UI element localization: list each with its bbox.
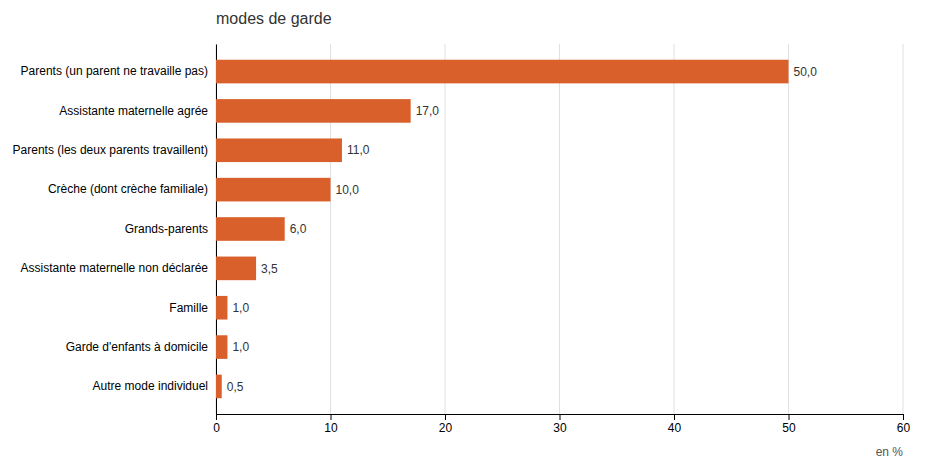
tick-label: Autre mode individuel xyxy=(93,379,208,393)
tick-mark xyxy=(674,414,675,420)
axis-title: en % xyxy=(876,445,904,459)
tick: 0 xyxy=(213,414,220,435)
grid-line xyxy=(788,44,789,414)
chart: 0 10 20 30 40 50 60 Autre mode individuel Garde … xyxy=(0,0,943,470)
tick-label: Assistante maternelle non déclarée xyxy=(21,261,209,275)
bar xyxy=(216,60,789,84)
tick: 40 xyxy=(668,414,682,435)
tick-label: 30 xyxy=(553,421,567,435)
tick: Parents (les deux parents travaillent) xyxy=(13,143,208,157)
data-label: 11,0 xyxy=(347,143,370,157)
tick-mark xyxy=(560,414,561,420)
title: modes de garde xyxy=(216,10,332,27)
grid xyxy=(216,44,903,414)
tick: 30 xyxy=(553,414,567,435)
tick: Crèche (dont crèche familiale) xyxy=(48,182,208,196)
tick: Parents (un parent ne travaille pas) xyxy=(21,64,208,78)
tick: Autre mode individuel xyxy=(93,379,208,393)
bar xyxy=(216,178,331,202)
tick-label: 10 xyxy=(324,421,338,435)
grid-line xyxy=(903,44,904,414)
tick-label: 40 xyxy=(668,421,682,435)
data-labels: 0,5 1,0 1,0 3,5 6,0 10,0 11,0 17,0 50,0 xyxy=(227,65,817,394)
data-label: 6,0 xyxy=(290,222,307,236)
tick-label: Famille xyxy=(169,301,208,315)
tick-mark xyxy=(216,414,217,420)
bar xyxy=(216,296,227,320)
tick: 10 xyxy=(324,414,338,435)
grid-line xyxy=(674,44,675,414)
tick-mark xyxy=(445,414,446,420)
tick: 20 xyxy=(439,414,453,435)
tick-label: Garde d'enfants à domicile xyxy=(66,340,209,354)
tick-label: Parents (un parent ne travaille pas) xyxy=(21,64,208,78)
grid-line xyxy=(445,44,446,414)
tick-label: Crèche (dont crèche familiale) xyxy=(48,182,208,196)
tick-mark xyxy=(331,414,332,420)
data-label: 1,0 xyxy=(232,301,249,315)
data-label: 1,0 xyxy=(232,340,249,354)
bar xyxy=(216,217,285,241)
tick: Famille xyxy=(169,301,208,315)
tick-mark xyxy=(903,414,904,420)
data-label: 17,0 xyxy=(416,104,440,118)
data-label: 3,5 xyxy=(261,262,278,276)
tick-label: Grands-parents xyxy=(125,222,208,236)
tick: Assistante maternelle non déclarée xyxy=(21,261,209,275)
tick-label: Assistante maternelle agrée xyxy=(59,104,208,118)
tick: Garde d'enfants à domicile xyxy=(66,340,209,354)
bar xyxy=(216,99,411,123)
x-axis: 0 10 20 30 40 50 60 xyxy=(213,414,910,435)
bars xyxy=(216,60,789,399)
bar xyxy=(216,138,342,162)
grid-line xyxy=(559,44,560,414)
tick-label: 0 xyxy=(213,421,220,435)
tick-label: Parents (les deux parents travaillent) xyxy=(13,143,208,157)
bar xyxy=(216,375,222,399)
tick-label: 60 xyxy=(897,421,911,435)
bar xyxy=(216,335,227,359)
axis-line xyxy=(217,415,904,421)
tick-mark xyxy=(789,414,790,420)
tick: 60 xyxy=(897,414,911,435)
data-label: 10,0 xyxy=(336,183,360,197)
tick-label: 20 xyxy=(439,421,453,435)
y-axis: Autre mode individuel Garde d'enfants à d… xyxy=(13,45,217,415)
tick: 50 xyxy=(782,414,796,435)
tick-label: 50 xyxy=(782,421,796,435)
data-label: 0,5 xyxy=(227,380,244,394)
data-label: 50,0 xyxy=(794,65,818,79)
tick: Assistante maternelle agrée xyxy=(59,104,208,118)
bar xyxy=(216,257,256,281)
tick: Grands-parents xyxy=(125,222,208,236)
plot: 0 10 20 30 40 50 60 Autre mode individuel Garde … xyxy=(13,44,911,435)
